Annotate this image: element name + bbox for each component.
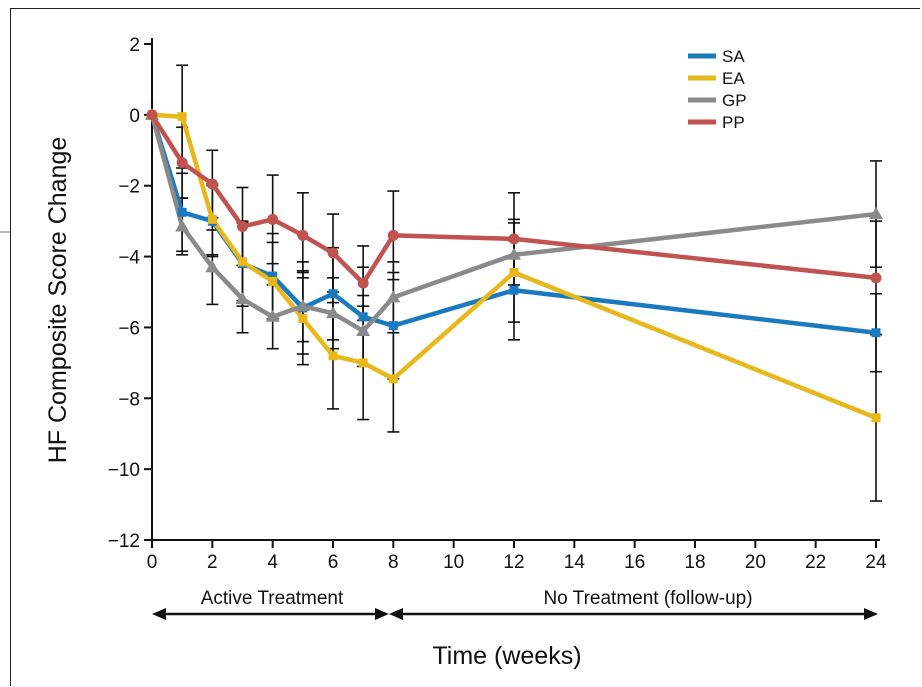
x-tick-label: 16 — [624, 552, 645, 573]
data-point-ea — [358, 358, 368, 368]
data-point-gp — [507, 247, 521, 260]
x-tick-label: 6 — [328, 552, 339, 573]
data-point-gp — [205, 260, 220, 273]
period-arrow-active — [152, 608, 389, 620]
x-tick-label: 2 — [207, 552, 218, 573]
data-point-ea — [388, 374, 398, 384]
y-tick-label: −6 — [118, 318, 140, 339]
data-point-pp — [206, 178, 218, 190]
data-point-gp — [356, 323, 371, 336]
x-tick-label: 4 — [267, 552, 278, 573]
data-point-sa — [871, 328, 881, 338]
data-point-sa — [177, 207, 187, 217]
series-markers — [145, 107, 883, 423]
legend-label-pp: PP — [722, 113, 745, 132]
data-point-pp — [870, 272, 882, 284]
y-tick-label: 0 — [129, 106, 140, 127]
data-point-pp — [237, 220, 248, 232]
data-point-gp — [869, 207, 883, 220]
x-axis-title: Time (weeks) — [432, 642, 581, 670]
data-point-ea — [177, 112, 187, 122]
period-label-follow-up: No Treatment (follow-up) — [543, 588, 752, 609]
data-point-pp — [267, 213, 279, 225]
data-point-ea — [871, 413, 881, 423]
x-tick-label: 0 — [147, 552, 158, 573]
data-point-gp — [326, 306, 340, 319]
y-tick-label: −10 — [108, 460, 140, 481]
data-point-ea — [298, 314, 308, 324]
data-point-pp — [297, 229, 309, 241]
x-tick-label: 8 — [388, 552, 399, 573]
data-point-gp — [265, 309, 280, 322]
data-point-sa — [509, 285, 519, 295]
period-label-active: Active Treatment — [201, 588, 344, 609]
data-point-gp — [235, 292, 250, 305]
data-point-pp — [176, 157, 188, 169]
data-point-sa — [388, 321, 398, 331]
x-tick-label: 24 — [865, 552, 887, 573]
y-tick-label: −12 — [108, 531, 140, 552]
data-point-ea — [207, 214, 217, 224]
x-tick-label: 18 — [684, 552, 705, 573]
data-point-sa — [268, 271, 278, 281]
data-point-ea — [268, 276, 278, 286]
data-point-ea — [238, 257, 247, 267]
legend-label-sa: SA — [722, 47, 745, 66]
data-point-ea — [328, 351, 338, 361]
data-point-pp — [387, 229, 399, 241]
x-tick-label: 20 — [745, 552, 766, 573]
data-point-pp — [146, 109, 158, 121]
data-point-sa — [328, 289, 338, 299]
data-point-gp — [386, 290, 401, 303]
legend: SA EA GP PP — [688, 47, 747, 132]
data-point-pp — [508, 233, 520, 245]
data-point-gp — [175, 219, 190, 232]
y-axis-title: HF Composite Score Change — [44, 137, 72, 464]
figure-frame — [10, 8, 920, 686]
y-tick-label: −2 — [118, 177, 140, 198]
edge-artifact — [0, 231, 10, 233]
x-tick-label: 22 — [805, 552, 826, 573]
y-tick-label: −8 — [118, 389, 140, 410]
x-tick-label: 10 — [443, 552, 464, 573]
data-point-gp — [295, 299, 310, 312]
x-tick-label: 14 — [564, 552, 586, 573]
data-point-ea — [509, 268, 519, 278]
y-tick-label: 2 — [129, 35, 140, 56]
legend-label-ea: EA — [722, 69, 745, 88]
data-point-pp — [357, 277, 369, 289]
legend-label-gp: GP — [722, 91, 747, 110]
axes: 20−2−4−6−8−10−120 2 4 6 8 10 12 14 16 18 20 22 24 — [108, 35, 887, 573]
data-point-sa — [358, 312, 368, 322]
y-tick-label: −4 — [118, 248, 140, 269]
data-point-pp — [327, 247, 339, 259]
x-tick-label: 12 — [503, 552, 524, 573]
period-arrow-follow-up — [389, 608, 878, 620]
